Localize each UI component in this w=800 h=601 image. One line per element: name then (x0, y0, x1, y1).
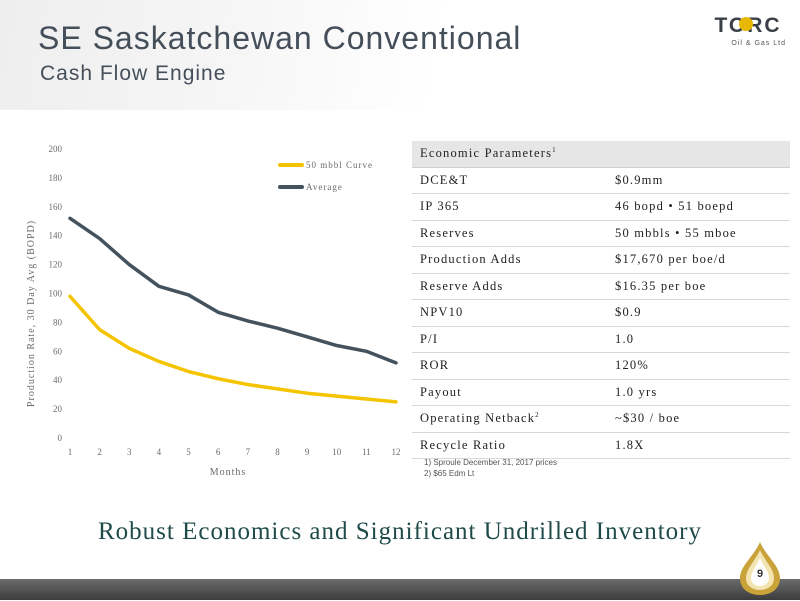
parameter-value: $17,670 per boe/d (607, 246, 790, 274)
parameter-value: $0.9mm (607, 167, 790, 194)
company-logo: TORC Oil & Gas Ltd (710, 14, 786, 54)
table-header-label: Economic Parameters1 (412, 141, 607, 168)
oil-drop-icon (740, 542, 780, 595)
parameter-value: ~$30 / boe (607, 405, 790, 433)
y-tick-label: 100 (49, 289, 63, 299)
parameter-label: Payout (412, 379, 607, 406)
table-header-value (607, 141, 790, 168)
parameter-value: $16.35 per boe (607, 273, 790, 300)
page-number-badge: 9 (736, 540, 784, 596)
parameter-value: 1.0 yrs (607, 379, 790, 406)
parameter-value: 1.8X (607, 432, 790, 459)
y-tick-label: 160 (49, 202, 63, 212)
x-tick-label: 5 (186, 447, 191, 457)
table-row: DCE&T $0.9mm (412, 167, 790, 194)
table-header-row: Economic Parameters1 (412, 141, 790, 168)
legend-label: Average (306, 182, 343, 192)
table-row: Operating Netback2 ~$30 / boe (412, 405, 790, 433)
parameter-label: P/I (412, 326, 607, 353)
series-line (68, 216, 398, 365)
x-tick-label: 4 (157, 447, 162, 457)
logo-tagline: Oil & Gas Ltd (731, 40, 786, 47)
x-axis-title: Months (210, 467, 247, 478)
y-tick-label: 20 (53, 404, 63, 414)
footer-bar (0, 579, 800, 600)
x-tick-label: 10 (332, 447, 342, 457)
x-tick-label: 3 (127, 447, 132, 457)
footnotes: 1) Sproule December 31, 2017 prices 2) $… (424, 457, 557, 479)
parameter-label: Reserve Adds (412, 273, 607, 300)
table-row: Production Adds $17,670 per boe/d (412, 246, 790, 274)
parameter-value: 120% (607, 352, 790, 380)
y-tick-label: 60 (53, 346, 63, 356)
parameter-label: IP 365 (412, 193, 607, 221)
page-title: SE Saskatchewan Conventional (38, 20, 522, 56)
x-tick-label: 8 (275, 447, 280, 457)
table-row: IP 365 46 bopd • 51 boepd (412, 193, 790, 221)
y-tick-label: 200 (49, 144, 63, 154)
table-row: NPV10 $0.9 (412, 299, 790, 327)
parameter-label: Production Adds (412, 246, 607, 274)
table-row: Payout 1.0 yrs (412, 379, 790, 406)
parameter-label: Operating Netback2 (412, 405, 607, 433)
parameter-value: 46 bopd • 51 boepd (607, 193, 790, 221)
x-tick-label: 6 (216, 447, 221, 457)
parameter-value: 1.0 (607, 326, 790, 353)
parameter-label: ROR (412, 352, 607, 380)
footnote: 2) $65 Edm Lt (424, 469, 475, 478)
parameter-label: DCE&T (412, 167, 607, 194)
y-tick-label: 140 (49, 231, 63, 241)
y-tick-label: 80 (53, 317, 63, 327)
parameter-label: Recycle Ratio (412, 432, 607, 459)
header-background (0, 0, 800, 110)
parameter-label: Reserves (412, 220, 607, 247)
x-tick-label: 11 (362, 447, 371, 457)
x-tick-label: 7 (246, 447, 251, 457)
oil-drop-icon (739, 17, 753, 31)
page-subtitle: Cash Flow Engine (40, 62, 227, 85)
legend-label: 50 mbbl Curve (306, 160, 373, 170)
series-line (68, 294, 398, 404)
y-tick-label: 40 (53, 375, 63, 385)
parameter-label: NPV10 (412, 299, 607, 327)
x-tick-label: 12 (392, 447, 401, 457)
y-tick-label: 180 (49, 173, 63, 183)
x-tick-label: 9 (305, 447, 310, 457)
table-row: P/I 1.0 (412, 326, 790, 353)
table-row: ROR 120% (412, 352, 790, 380)
tagline: Robust Economics and Significant Undrill… (98, 518, 702, 545)
economic-parameters-table: Economic Parameters1 DCE&T $0.9mm IP 365 46… (412, 141, 790, 459)
page-number: 9 (756, 568, 764, 580)
y-tick-label: 0 (58, 433, 63, 443)
x-tick-label: 1 (68, 447, 73, 457)
footnote: 1) Sproule December 31, 2017 prices (424, 458, 557, 467)
parameter-value: 50 mbbls • 55 mboe (607, 220, 790, 247)
y-axis-title: Production Rate, 30 Day Avg (BOPD) (26, 220, 37, 407)
x-tick-label: 2 (97, 447, 102, 457)
table-row: Recycle Ratio 1.8X (412, 432, 790, 459)
table-row: Reserves 50 mbbls • 55 mboe (412, 220, 790, 247)
y-tick-label: 120 (49, 260, 63, 270)
parameter-value: $0.9 (607, 299, 790, 327)
table-row: Reserve Adds $16.35 per boe (412, 273, 790, 300)
